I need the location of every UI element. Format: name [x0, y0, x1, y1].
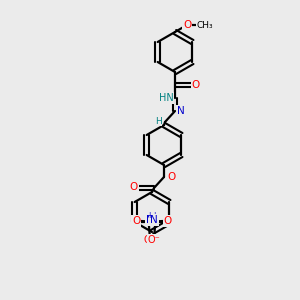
- Text: N: N: [146, 215, 154, 225]
- Text: +: +: [146, 211, 152, 220]
- Text: CH₃: CH₃: [197, 20, 213, 29]
- Text: +: +: [152, 211, 158, 220]
- Text: O⁻: O⁻: [143, 235, 156, 245]
- Text: O: O: [132, 216, 140, 226]
- Text: O: O: [130, 182, 138, 192]
- Text: O⁻: O⁻: [148, 235, 161, 245]
- Text: N: N: [150, 215, 158, 225]
- Text: O: O: [164, 216, 172, 226]
- Text: N: N: [177, 106, 185, 116]
- Text: H: H: [154, 116, 161, 125]
- Text: HN: HN: [159, 93, 173, 103]
- Text: O: O: [168, 172, 176, 182]
- Text: O: O: [183, 20, 191, 30]
- Text: O: O: [192, 80, 200, 90]
